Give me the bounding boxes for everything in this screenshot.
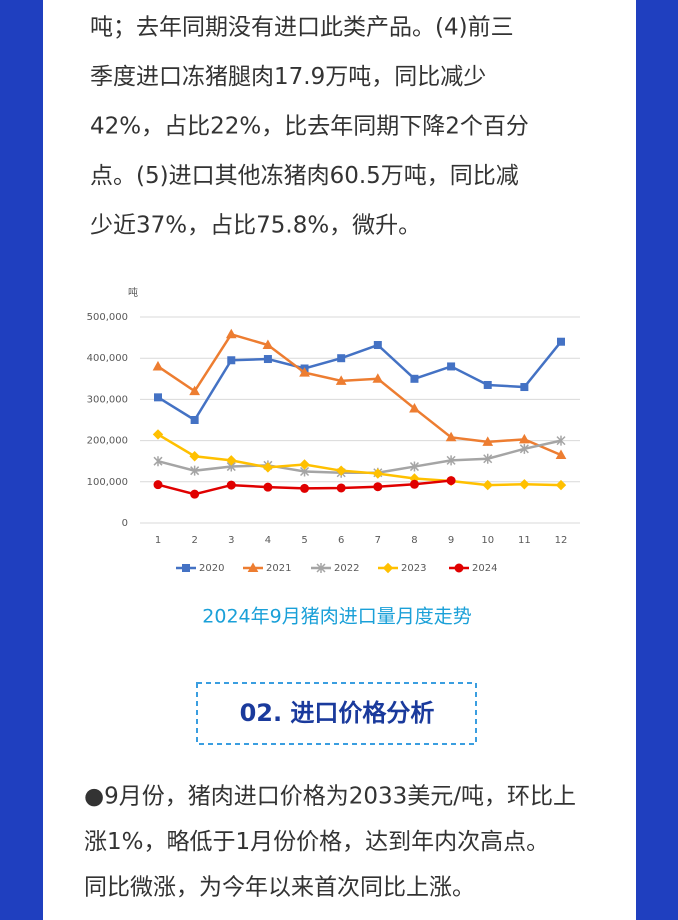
marker	[373, 482, 383, 492]
marker	[557, 337, 565, 346]
marker	[519, 433, 530, 444]
marker	[482, 479, 493, 491]
marker	[483, 380, 492, 389]
x-tick-label: 4	[265, 535, 271, 546]
paragraph-line: 点。(5)进口其他冻猪肉60.5万吨，同比减	[90, 163, 519, 189]
marker	[190, 416, 199, 424]
marker	[316, 563, 326, 573]
marker	[299, 459, 310, 470]
x-tick-label: 1	[155, 535, 161, 546]
legend-label: 2024	[472, 563, 497, 574]
marker	[335, 465, 347, 476]
marker	[152, 360, 164, 371]
section-heading: 02. 进口价格分析	[240, 699, 435, 727]
marker	[482, 436, 494, 446]
marker	[154, 393, 162, 402]
marker	[263, 482, 273, 492]
x-tick-label: 11	[518, 535, 531, 546]
series-line	[157, 340, 562, 422]
marker	[190, 465, 200, 476]
marker	[153, 456, 163, 467]
marker	[373, 341, 382, 350]
marker	[335, 375, 347, 385]
marker	[519, 443, 529, 454]
marker	[300, 483, 310, 493]
y-tick-label: 0	[122, 518, 128, 529]
marker	[247, 562, 259, 572]
marker	[409, 479, 419, 489]
marker	[189, 385, 200, 396]
marker	[337, 354, 346, 363]
x-tick-label: 8	[411, 535, 417, 546]
paragraph-line: 少近37%，占比75.8%，微升。	[90, 213, 421, 239]
marker	[483, 453, 493, 464]
left-border	[0, 0, 43, 920]
marker	[446, 455, 456, 466]
marker	[410, 374, 419, 383]
marker	[225, 328, 237, 339]
legend-label: 2023	[401, 563, 426, 574]
marker	[409, 402, 420, 413]
marker	[263, 355, 272, 364]
marker	[447, 362, 456, 371]
right-border	[636, 0, 678, 920]
marker	[556, 435, 566, 446]
series-line	[157, 439, 562, 474]
marker	[555, 479, 567, 491]
x-tick-label: 3	[228, 535, 234, 546]
paragraph-line: 涨1%，略低于1月份价格，达到年内次高点。	[84, 829, 549, 855]
marker	[153, 480, 163, 490]
y-tick-label: 100,000	[87, 477, 128, 488]
y-tick-label: 500,000	[87, 312, 128, 323]
marker	[520, 383, 529, 392]
y-tick-label: 200,000	[87, 436, 128, 447]
x-tick-label: 2	[191, 535, 197, 546]
legend-label: 2021	[266, 563, 291, 574]
x-tick-label: 5	[301, 535, 307, 546]
marker	[445, 431, 457, 442]
marker	[182, 564, 190, 572]
marker	[190, 489, 200, 499]
series-line	[157, 332, 562, 457]
marker	[519, 479, 530, 490]
paragraph-line: 吨；去年同期没有进口此类产品。(4)前三	[90, 15, 514, 41]
legend-label: 2022	[334, 563, 359, 574]
series-line	[157, 433, 562, 487]
marker	[262, 462, 274, 473]
heading-box	[196, 682, 477, 745]
marker	[189, 451, 200, 462]
marker	[409, 461, 419, 472]
marker	[382, 562, 394, 574]
x-tick-label: 7	[375, 535, 381, 546]
chart-caption: 2024年9月猪肉进口量月度走势	[202, 606, 471, 628]
x-tick-label: 10	[481, 535, 494, 546]
paragraph-line: ●9月份，猪肉进口价格为2033美元/吨，环比上	[84, 784, 576, 810]
paragraph-line: 同比微涨，为今年以来首次同比上涨。	[84, 875, 475, 901]
marker	[336, 483, 346, 493]
marker	[555, 449, 567, 460]
marker	[446, 476, 456, 486]
marker	[454, 563, 464, 573]
y-tick-label: 400,000	[87, 353, 128, 364]
marker	[299, 367, 310, 377]
x-tick-label: 6	[338, 535, 344, 546]
marker	[226, 455, 237, 466]
paragraph-line: 季度进口冻猪腿肉17.9万吨，同比减少	[90, 64, 486, 90]
marker	[152, 429, 164, 440]
y-unit: 吨	[128, 286, 138, 299]
marker	[262, 339, 274, 350]
y-tick-label: 300,000	[87, 394, 128, 405]
x-tick-label: 12	[555, 535, 568, 546]
marker	[226, 480, 236, 490]
x-tick-label: 9	[448, 535, 454, 546]
marker	[227, 356, 236, 365]
legend-label: 2020	[199, 563, 224, 574]
marker	[372, 468, 384, 479]
marker	[372, 373, 384, 383]
paragraph-line: 42%，占比22%，比去年同期下降2个百分	[90, 114, 529, 140]
